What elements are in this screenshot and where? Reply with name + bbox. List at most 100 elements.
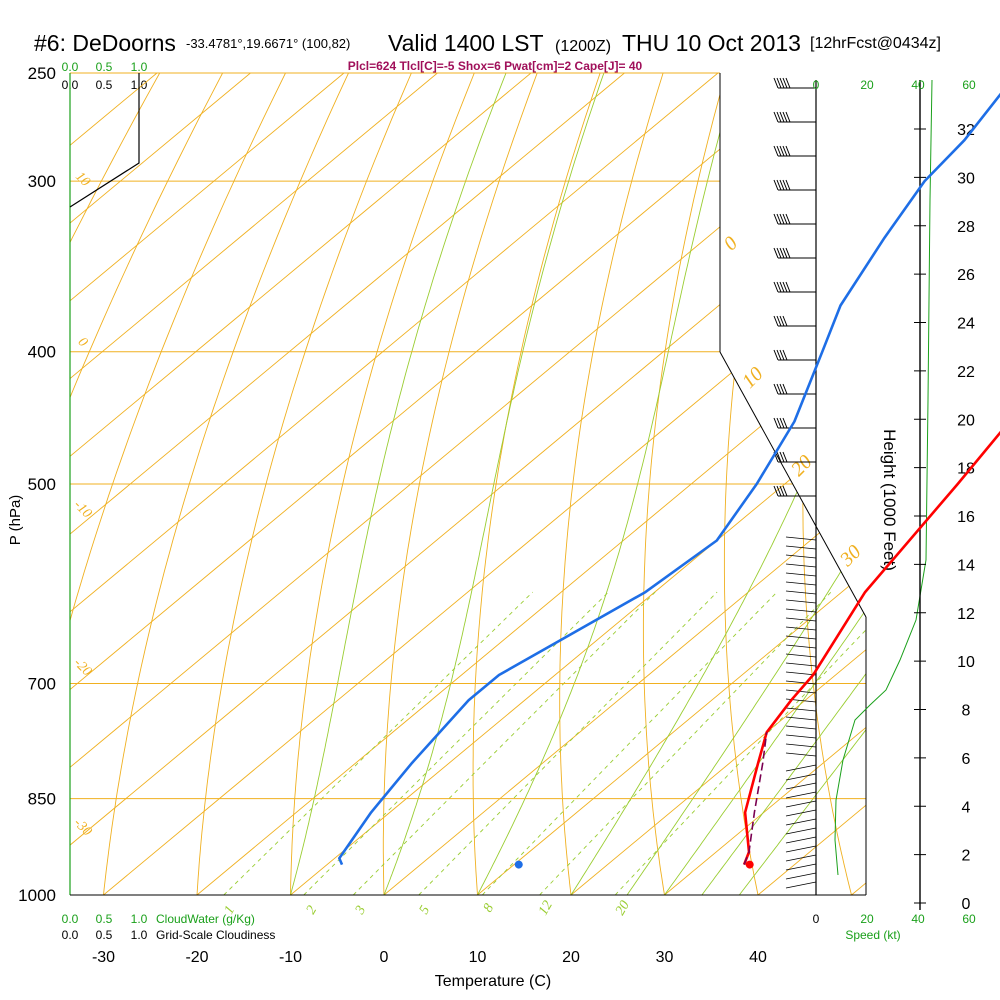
wind-barb-flag <box>779 247 785 259</box>
mixing-ratio-line <box>481 591 778 895</box>
moist-adiabat-line <box>290 73 507 895</box>
cloudwater-tick-bottom-0: 0.0 <box>62 912 79 926</box>
wind-barb-flag <box>776 417 782 429</box>
wind-barb-flag <box>776 281 782 293</box>
wind-barb-flag <box>785 145 791 157</box>
wind-barb-flag <box>776 179 782 191</box>
surface-dewpoint-marker <box>514 860 523 869</box>
forecast-info: [12hrFcst@0434z] <box>810 35 941 52</box>
isotherm-label-20: 20 <box>787 451 817 481</box>
adiabat-label: 0 <box>75 335 91 351</box>
cloudwater-tick-bottom-1: 0.5 <box>96 912 113 926</box>
wind-barb-low <box>785 545 817 550</box>
cloudwater-tick-top-1: 0.5 <box>96 60 113 74</box>
grid-layer <box>70 73 1000 895</box>
mixing-ratio-label-20: 20 <box>613 898 633 918</box>
isotherm-line <box>851 73 866 895</box>
wind-barb-flag <box>773 485 779 497</box>
wind-barb-flag <box>773 111 779 123</box>
wind-barb-low <box>785 872 817 880</box>
wind-barb-low <box>785 743 817 748</box>
wind-barb-low <box>785 809 817 817</box>
wind-barb-flag <box>782 451 788 463</box>
speed-tick-top: 60 <box>962 78 976 92</box>
wind-barb-flag <box>773 417 779 429</box>
isotherm-label-0: 0 <box>719 232 742 255</box>
isotherm-line <box>477 73 866 895</box>
moist-adiabat-line <box>738 73 866 895</box>
isotherm-line <box>757 73 866 895</box>
wind-barb-low <box>785 653 817 658</box>
speed-tick-bottom: 20 <box>860 912 874 926</box>
isotherm-label-10: 10 <box>738 363 768 393</box>
height-tick-label: 30 <box>957 170 975 187</box>
wind-barb-flag <box>773 77 779 89</box>
wind-barb-flag <box>776 485 782 497</box>
wind-barb-flag <box>773 213 779 225</box>
height-tick-label: 8 <box>962 703 971 720</box>
dry-adiabat-line <box>559 73 664 895</box>
wind-barb-flag <box>782 213 788 225</box>
mixing-ratio-line <box>614 591 866 895</box>
wind-barb-flag <box>776 111 782 123</box>
isotherm-line <box>945 73 1000 895</box>
y-tick-label: 700 <box>28 675 56 694</box>
sounding-series <box>337 92 1000 869</box>
wind-barb-flag <box>773 247 779 259</box>
isotherm-line <box>70 73 532 895</box>
adiabat-label: -10 <box>71 498 95 522</box>
height-axis-title: Height (1000 Feet) <box>880 429 899 571</box>
wind-barb-flag <box>773 315 779 327</box>
wind-barb-flag <box>782 383 788 395</box>
x-tick-labels: -30 -20 -10 0 10 20 30 40 <box>92 949 767 966</box>
temperature-line <box>742 430 1000 866</box>
wind-barb-flag <box>779 111 785 123</box>
wind-barb-flag <box>776 349 782 361</box>
parcel-line <box>743 732 768 865</box>
x-tick-label: 30 <box>656 949 674 966</box>
adiabat-label: -20 <box>71 656 95 680</box>
wind-barb-low <box>785 827 817 835</box>
height-tick-label: 26 <box>957 267 975 284</box>
isotherm-line <box>664 73 866 895</box>
isotherm-line <box>70 73 251 895</box>
wind-barb-flag <box>776 315 782 327</box>
wind-barb-flag <box>779 145 785 157</box>
isotherm-line <box>70 73 345 895</box>
height-tick-label: 20 <box>957 412 975 429</box>
cloudiness-tick-bottom-0: 0.0 <box>62 928 79 942</box>
x-tick-label: -20 <box>185 949 208 966</box>
dry-adiabat-line <box>103 73 349 895</box>
cloudiness-tick-top-1: 0.5 <box>96 78 113 92</box>
dry-adiabat-line <box>802 73 853 895</box>
wind-barb-flag <box>779 77 785 89</box>
wind-barb-low <box>785 818 817 826</box>
wind-barb-flag <box>785 179 791 191</box>
wind-barb-flag <box>776 145 782 157</box>
wind-barb-low <box>785 581 817 586</box>
wind-barb-flag <box>779 349 785 361</box>
height-tick-label: 24 <box>957 316 975 333</box>
wind-barb-flag <box>773 179 779 191</box>
height-tick-label: 6 <box>962 751 971 768</box>
wind-barb-low <box>785 845 817 853</box>
surface-temperature-marker <box>745 860 754 869</box>
y-axis-title: P (hPa) <box>7 495 24 546</box>
dry-adiabat-line <box>196 73 412 895</box>
wind-barb-flag <box>776 451 782 463</box>
moist-adiabat-line <box>626 73 866 895</box>
speed-tick-top: 20 <box>860 78 874 92</box>
dry-adiabat-line <box>953 73 1000 895</box>
mixing-ratio-line <box>539 591 832 895</box>
dry-adiabat-line <box>70 73 223 895</box>
mixing-ratio-line <box>303 591 609 895</box>
wind-barb-flag <box>782 315 788 327</box>
wind-barb-flag <box>782 247 788 259</box>
wind-barb-low <box>785 863 817 871</box>
cloudiness-tick-bottom-1: 0.5 <box>96 928 113 942</box>
wind-barb-low <box>785 782 817 790</box>
mixing-ratio-label-5: 5 <box>417 903 433 917</box>
